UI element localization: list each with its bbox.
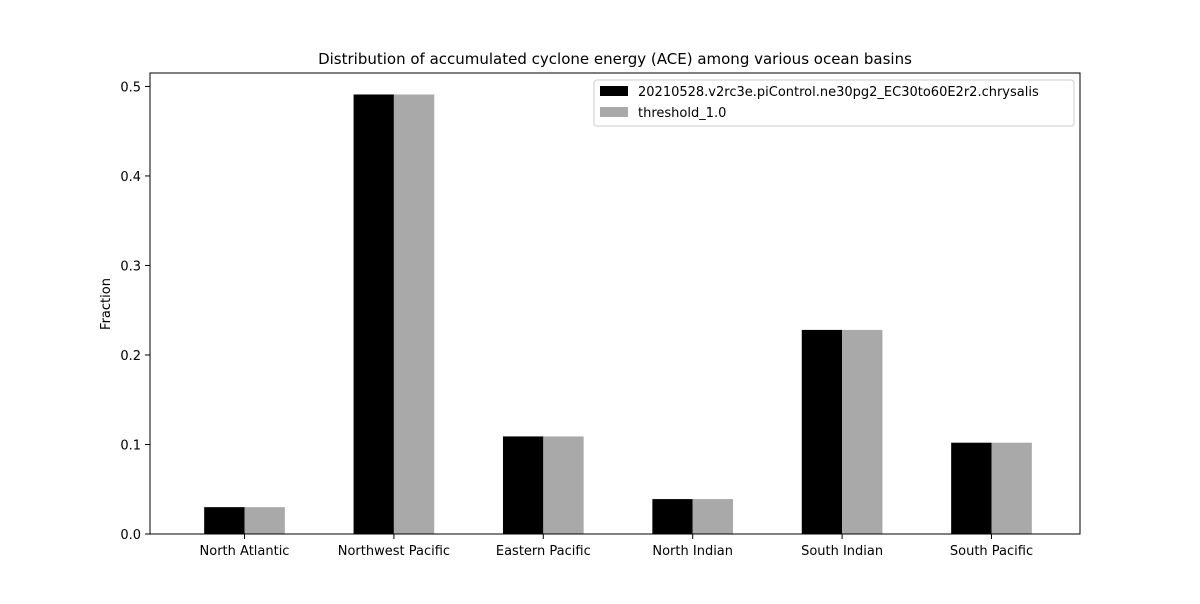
bar-threshold-2: [543, 436, 584, 534]
bar-threshold-5: [991, 442, 1032, 534]
bar-primary-4: [801, 329, 843, 534]
y-axis-label: Fraction: [99, 278, 114, 330]
bar-threshold-4: [842, 329, 883, 534]
y-axis: 0.0 0.1 0.2 0.3 0.4 0.5: [120, 80, 150, 543]
bar-primary-3: [652, 499, 693, 534]
y-tick-label-1: 0.1: [120, 438, 141, 453]
y-tick-label-0: 0.0: [120, 528, 141, 543]
y-tick-label-5: 0.5: [120, 80, 141, 95]
chart-title: Distribution of accumulated cyclone ener…: [318, 50, 912, 68]
bar-primary-0: [204, 507, 245, 534]
x-tick-label-1: Northwest Pacific: [338, 544, 450, 559]
legend-swatch-0: [600, 86, 628, 96]
legend-label-1: threshold_1.0: [638, 106, 726, 121]
bar-primary-5: [951, 442, 992, 534]
plot-area-frame: [149, 72, 1081, 535]
legend-label-0: 20210528.v2rc3e.piControl.ne30pg2_EC30to…: [638, 85, 1039, 100]
x-tick-label-4: South Indian: [801, 544, 883, 559]
x-tick-label-5: South Pacific: [950, 544, 1033, 559]
x-tick-label-3: North Indian: [652, 544, 733, 559]
bar-threshold-1: [393, 94, 435, 534]
bars-group: [204, 94, 1032, 534]
bar-primary-1: [353, 94, 394, 534]
legend-box: [593, 79, 1075, 127]
x-tick-label-0: North Atlantic: [200, 544, 290, 559]
bar-threshold-0: [244, 507, 285, 534]
bar-primary-2: [502, 436, 544, 534]
y-tick-label-4: 0.4: [120, 170, 141, 185]
legend: 20210528.v2rc3e.piControl.ne30pg2_EC30to…: [593, 79, 1075, 127]
y-tick-label-2: 0.2: [120, 349, 141, 364]
x-axis: North Atlantic Northwest Pacific Eastern P…: [200, 534, 1033, 559]
bar-threshold-3: [692, 499, 734, 534]
x-tick-label-2: Eastern Pacific: [496, 544, 591, 559]
legend-swatch-1: [600, 107, 628, 117]
y-tick-label-3: 0.3: [120, 259, 141, 274]
